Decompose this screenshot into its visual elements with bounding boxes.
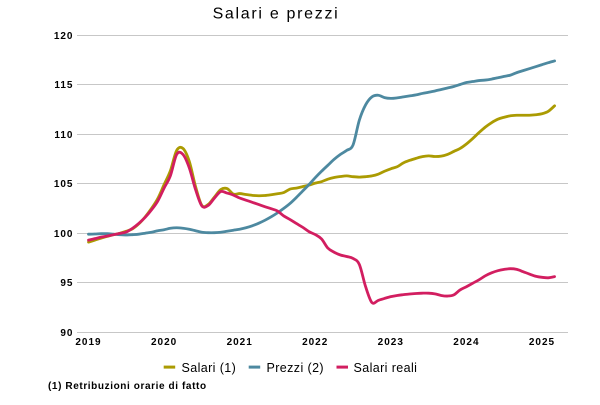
svg-text:105: 105 bbox=[54, 179, 74, 190]
svg-text:110: 110 bbox=[54, 130, 73, 141]
svg-text:95: 95 bbox=[60, 278, 73, 289]
svg-text:90: 90 bbox=[60, 328, 73, 339]
svg-text:Salari reali: Salari reali bbox=[354, 361, 418, 375]
svg-text:2024: 2024 bbox=[453, 337, 479, 348]
svg-text:2019: 2019 bbox=[75, 337, 101, 348]
svg-text:2020: 2020 bbox=[151, 337, 177, 348]
svg-text:2021: 2021 bbox=[227, 337, 253, 348]
svg-text:2023: 2023 bbox=[378, 337, 404, 348]
svg-text:2025: 2025 bbox=[529, 337, 555, 348]
svg-text:Salari (1): Salari (1) bbox=[182, 361, 237, 375]
svg-text:100: 100 bbox=[54, 229, 74, 240]
svg-text:120: 120 bbox=[54, 31, 74, 42]
svg-text:2022: 2022 bbox=[302, 337, 328, 348]
svg-text:115: 115 bbox=[54, 80, 73, 91]
svg-text:(1) Retribuzioni orarie di fat: (1) Retribuzioni orarie di fatto bbox=[48, 381, 207, 392]
svg-text:Salari e prezzi: Salari e prezzi bbox=[213, 6, 340, 23]
svg-text:Prezzi (2): Prezzi (2) bbox=[267, 361, 324, 375]
